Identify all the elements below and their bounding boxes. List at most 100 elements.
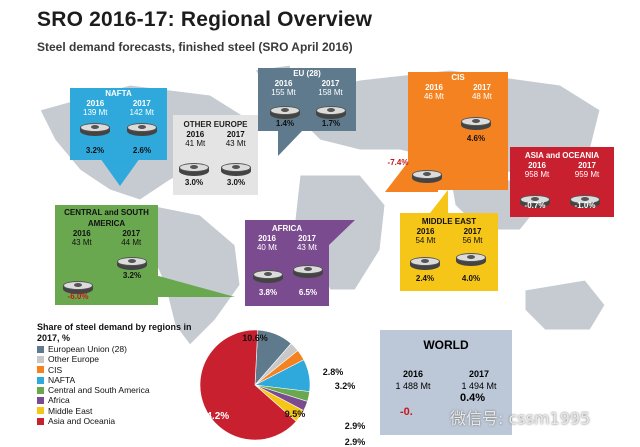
legend-label: NAFTA: [48, 374, 76, 385]
demand-2017: 158 Mt: [318, 88, 343, 97]
demand-2017: 43 Mt: [225, 139, 246, 148]
year-2017: 2017: [298, 234, 316, 243]
growth-2016: 2.4%: [415, 274, 435, 283]
growth-2017: 6.5%: [298, 288, 318, 297]
page-subtitle: Steel demand forecasts, finished steel (…: [37, 40, 353, 54]
region-other-europe: OTHER EUROPE 2016 2017 41 Mt 43 Mt 3.0% …: [173, 115, 258, 195]
demand-2017: 56 Mt: [462, 236, 483, 245]
steel-coil-icon: [63, 281, 93, 295]
steel-coil-icon: [412, 170, 442, 184]
steel-coil-icon: [127, 123, 157, 137]
demand-2017: 142 Mt: [129, 108, 154, 117]
legend-label: European Union (28): [48, 344, 127, 354]
steel-coil-icon: [179, 163, 209, 177]
pie-label: 64.2%: [201, 411, 229, 422]
growth-2017: -1.0%: [574, 201, 596, 210]
region-asia-oceania: ASIA and OCEANIA 2016 2017 958 Mt 959 Mt…: [510, 147, 614, 217]
world-year-2017: 2017: [468, 369, 490, 379]
region-name: ASIA and OCEANIA: [524, 151, 600, 160]
steel-coil-icon: [570, 195, 600, 209]
year-2016: 2016: [186, 130, 205, 139]
growth-2016: -0.7%: [524, 201, 546, 210]
steel-coil-icon: [270, 106, 300, 120]
region-cis: CIS 2016 2017 46 Mt 48 Mt 4.6%: [408, 72, 508, 190]
world-growth-2017: 0.4%: [460, 392, 486, 404]
year-2016: 2016: [425, 83, 443, 92]
legend-item: European Union (28): [37, 344, 197, 354]
pie-slice: [199, 329, 297, 441]
region-africa: AFRICA 2016 2017 40 Mt 43 Mt 3.8% 6.5%: [245, 220, 329, 306]
region-name: NAFTA: [105, 89, 132, 98]
region-eu: EU (28) 2016 2017 155 Mt 158 Mt 1.4% 1.7…: [258, 68, 356, 131]
year-2017: 2017: [463, 227, 482, 236]
legend-swatch: [37, 386, 44, 394]
pie-label: 2.9%: [345, 437, 366, 447]
growth-2016: 1.4%: [275, 119, 295, 128]
growth-2016: 3.0%: [184, 178, 204, 187]
region-world: WORLD 2016 2017 1 488 Mt 1 494 Mt 0.4% -…: [380, 330, 512, 435]
nafta-callout-arrow: [100, 158, 140, 186]
growth-2017: 2.6%: [132, 146, 152, 155]
demand-2016: 139 Mt: [83, 108, 108, 117]
africa-callout-arrow: [329, 220, 355, 245]
legend-swatch: [37, 366, 44, 374]
legend-item: NAFTA: [37, 375, 197, 385]
legend-label: Middle East: [48, 405, 93, 416]
legend-item: CIS: [37, 365, 197, 375]
pie-label: 3.2%: [335, 381, 356, 391]
demand-2016: 41 Mt: [185, 139, 206, 148]
year-2017: 2017: [132, 99, 151, 108]
demand-2016: 155 Mt: [271, 88, 296, 97]
region-central-south-america: CENTRAL and SOUTH AMERICA 2016 2017 43 M…: [55, 205, 158, 305]
demand-2016: 46 Mt: [423, 92, 444, 101]
legend-label: CIS: [48, 364, 63, 375]
pie-label: 2.8%: [323, 367, 344, 377]
world-demand-2016: 1 488 Mt: [395, 381, 431, 391]
growth-2017: 3.0%: [226, 178, 246, 187]
pie-label: 9.5%: [285, 409, 306, 419]
legend-title: Share of steel demand by regions in 2017…: [37, 322, 192, 343]
demand-2016: 54 Mt: [415, 236, 436, 245]
region-name: AFRICA: [271, 224, 303, 233]
demand-2016: 958 Mt: [524, 170, 550, 179]
steel-coil-icon: [253, 270, 283, 284]
cis-growth-2016: -7.4%: [387, 158, 409, 167]
steel-coil-icon: [80, 123, 110, 137]
legend-swatch: [37, 355, 44, 363]
pie-label: 10.6%: [242, 333, 268, 343]
region-name: CENTRAL and SOUTH AMERICA: [64, 208, 149, 228]
steel-coil-icon: [520, 195, 550, 209]
steel-coil-icon: [221, 163, 251, 177]
year-2016: 2016: [416, 227, 435, 236]
region-name: EU (28): [293, 69, 321, 78]
steel-coil-icon: [456, 253, 486, 267]
steel-coil-icon: [410, 257, 440, 271]
watermark-text: 微信号: cssm1995: [450, 409, 591, 428]
year-2016: 2016: [258, 234, 276, 243]
world-year-2016: 2016: [402, 369, 424, 379]
world-growth-2016: -0.: [400, 406, 413, 418]
year-2017: 2017: [122, 229, 141, 238]
demand-2017: 43 Mt: [296, 243, 317, 252]
legend-swatch: [37, 376, 44, 384]
legend-item: Middle East: [37, 406, 197, 416]
legend-item: Africa: [37, 395, 197, 405]
growth-2017: 3.2%: [122, 271, 142, 280]
year-2017: 2017: [321, 79, 340, 88]
year-2017: 2017: [473, 83, 491, 92]
pie-label: 2.9%: [345, 421, 366, 431]
growth-2016: 3.2%: [85, 146, 105, 155]
legend-swatch: [37, 417, 44, 425]
growth-2016: 3.8%: [258, 288, 278, 297]
year-2016: 2016: [72, 229, 91, 238]
share-pie-chart: 10.6%2.8%3.2%9.5%2.9%2.9%3.8%64.2%: [199, 329, 366, 447]
region-name: MIDDLE EAST: [421, 217, 477, 226]
eu-callout-arrow: [278, 130, 303, 156]
page-title: SRO 2016-17: Regional Overview: [37, 8, 373, 31]
legend-item: Asia and Oceania: [37, 416, 197, 426]
legend-item: Other Europe: [37, 354, 197, 364]
year-2017: 2017: [226, 130, 245, 139]
legend-item: Central and South America: [37, 385, 197, 395]
world-demand-2017: 1 494 Mt: [461, 381, 497, 391]
region-middle-east: MIDDLE EAST 2016 2017 54 Mt 56 Mt 2.4% 4…: [400, 213, 498, 291]
